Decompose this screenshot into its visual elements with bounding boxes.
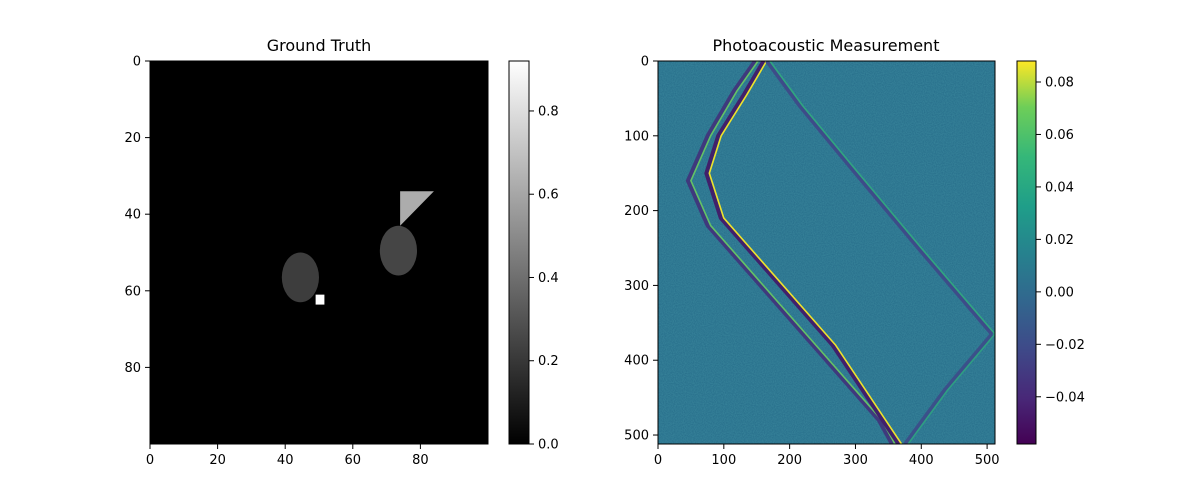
ground-truth-frame — [149, 60, 489, 445]
ground-truth-y-tick-label: 20 — [124, 131, 141, 146]
ground-truth-colorbar: 0.0 0.2 0.4 0.6 0.8 — [508, 60, 559, 453]
ground-truth-colorbar-tick-label: 0.2 — [538, 354, 559, 369]
ground-truth-y-tick-label: 0 — [133, 55, 141, 70]
photoacoustic-colorbar-tick-label: −0.04 — [1045, 390, 1085, 405]
ground-truth-ellipse — [379, 225, 418, 276]
ground-truth-x-axis: 0 20 40 60 80 — [146, 444, 429, 468]
ground-truth-colorbar-tick-label: 0.0 — [538, 438, 559, 453]
photoacoustic-x-tick-label: 200 — [777, 453, 802, 468]
photoacoustic-y-tick-label: 100 — [624, 129, 649, 144]
ground-truth-y-tick-label: 80 — [124, 361, 141, 376]
photoacoustic-x-tick-label: 100 — [711, 453, 736, 468]
wavefront-negative-band — [704, 61, 901, 444]
photoacoustic-colorbar-tick-label: −0.02 — [1045, 338, 1085, 353]
photoacoustic-colorbar: −0.04 −0.02 0.00 0.02 0.04 0.06 0.08 — [1016, 60, 1085, 445]
ground-truth-colorbar-tick-label: 0.6 — [538, 188, 559, 203]
photoacoustic-y-tick-label: 200 — [624, 204, 649, 219]
ground-truth-x-tick-label: 60 — [345, 453, 362, 468]
ground-truth-title: Ground Truth — [267, 36, 372, 55]
photoacoustic-colorbar-tick-label: 0.08 — [1045, 75, 1074, 90]
photoacoustic-x-tick-label: 0 — [654, 453, 662, 468]
wavefront-positive-band — [690, 61, 896, 444]
photoacoustic-colorbar-tick-label: 0.02 — [1045, 233, 1074, 248]
photoacoustic-x-axis: 0 100 200 300 400 500 — [654, 444, 1000, 468]
ground-truth-colorbar-tick-label: 0.4 — [538, 271, 559, 286]
photoacoustic-panel: Photoacoustic Measurement 0 100 200 300 400 5… — [624, 36, 999, 468]
ground-truth-x-tick-label: 40 — [277, 453, 294, 468]
wavefront-negative-band — [685, 61, 894, 444]
photoacoustic-x-tick-label: 300 — [843, 453, 868, 468]
ground-truth-triangle — [400, 191, 434, 226]
photoacoustic-noise — [658, 61, 995, 444]
wavefront-positive-band — [769, 61, 995, 335]
ground-truth-shapes — [281, 191, 434, 305]
photoacoustic-title: Photoacoustic Measurement — [713, 36, 940, 55]
photoacoustic-y-tick-label: 0 — [641, 55, 649, 70]
ground-truth-image — [150, 61, 488, 444]
ground-truth-panel: Ground Truth 0 20 40 60 80 0 20 40 60 80 — [124, 36, 489, 468]
wavefront-negative-band — [903, 332, 994, 444]
photoacoustic-y-tick-label: 500 — [624, 429, 649, 444]
wavefront-positive-band — [708, 61, 903, 444]
ground-truth-y-tick-label: 40 — [124, 208, 141, 223]
photoacoustic-colorbar-tick-label: 0.06 — [1045, 128, 1074, 143]
ground-truth-colorbar-ramp — [508, 60, 530, 445]
photoacoustic-frame — [657, 60, 996, 445]
photoacoustic-x-tick-label: 400 — [909, 453, 934, 468]
ground-truth-x-tick-label: 80 — [412, 453, 429, 468]
ground-truth-x-tick-label: 20 — [209, 453, 226, 468]
photoacoustic-colorbar-tick-label: 0.00 — [1045, 285, 1074, 300]
photoacoustic-x-tick-label: 500 — [975, 453, 1000, 468]
wavefront-negative-band — [765, 61, 994, 336]
ground-truth-colorbar-ticks: 0.0 0.2 0.4 0.6 0.8 — [529, 104, 559, 453]
photoacoustic-y-tick-label: 400 — [624, 354, 649, 369]
ground-truth-square — [315, 294, 325, 305]
photoacoustic-colorbar-tick-label: 0.04 — [1045, 180, 1074, 195]
ground-truth-ellipse — [281, 252, 319, 303]
ground-truth-x-tick-label: 0 — [146, 453, 154, 468]
wavefront-positive-band — [907, 333, 995, 444]
ground-truth-colorbar-tick-label: 0.8 — [538, 104, 559, 119]
photoacoustic-y-axis: 0 100 200 300 400 500 — [624, 55, 658, 444]
ground-truth-y-axis: 0 20 40 60 80 — [124, 55, 150, 376]
photoacoustic-colorbar-ticks: −0.04 −0.02 0.00 0.02 0.04 0.06 0.08 — [1036, 75, 1085, 405]
ground-truth-y-tick-label: 60 — [124, 284, 141, 299]
photoacoustic-colorbar-ramp — [1016, 60, 1037, 445]
photoacoustic-wavefronts — [685, 61, 995, 444]
photoacoustic-y-tick-label: 300 — [624, 279, 649, 294]
